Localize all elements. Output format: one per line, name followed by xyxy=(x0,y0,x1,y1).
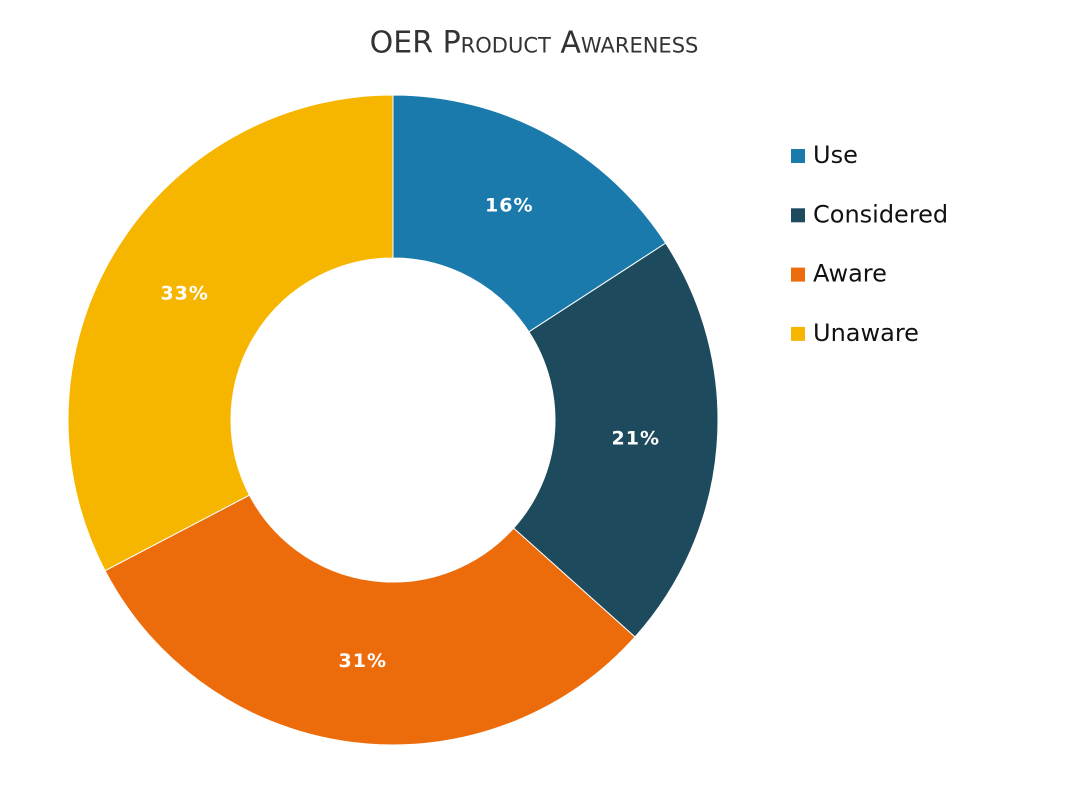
legend-swatch xyxy=(791,208,805,223)
donut-slice xyxy=(512,242,719,638)
legend-swatch xyxy=(791,149,805,163)
legend-label: Aware xyxy=(813,260,887,288)
legend-swatch xyxy=(791,267,805,282)
value-label: 16% xyxy=(485,195,533,217)
value-label: 33% xyxy=(160,282,208,304)
donut-slice xyxy=(104,494,636,746)
legend-swatch xyxy=(791,326,805,341)
legend-label: Unaware xyxy=(813,319,919,347)
legend-label: Considered xyxy=(813,200,948,228)
legend-label: Use xyxy=(813,141,858,169)
value-label: 21% xyxy=(612,427,660,449)
value-label: 31% xyxy=(339,650,387,672)
donut-slice xyxy=(67,94,394,572)
chart-title: OER Product Awareness xyxy=(370,26,699,61)
donut-slice xyxy=(392,94,667,333)
